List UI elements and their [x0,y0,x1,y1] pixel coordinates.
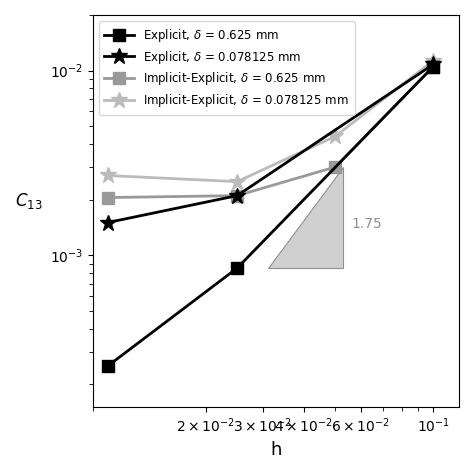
Explicit, $\delta$ = 0.078125 mm [234,193,240,199]
Line: Explicit, $\delta$ = 0.078125 mm: Explicit, $\delta$ = 0.078125 mm [99,56,442,231]
Line: Explicit, $\delta$ = 0.625 mm: Explicit, $\delta$ = 0.625 mm [102,61,439,372]
Line: Implicit-Explicit, $\delta$ = 0.078125 mm: Implicit-Explicit, $\delta$ = 0.078125 m… [99,53,442,190]
Implicit-Explicit, $\delta$ = 0.625 mm [105,195,110,201]
Polygon shape [267,167,343,268]
X-axis label: h: h [270,441,282,459]
Implicit-Explicit, $\delta$ = 0.078125 mm [332,134,338,139]
Text: 1.75: 1.75 [351,217,382,231]
Implicit-Explicit, $\delta$ = 0.078125 mm [105,173,110,178]
Line: Implicit-Explicit, $\delta$ = 0.625 mm: Implicit-Explicit, $\delta$ = 0.625 mm [102,61,439,203]
Explicit, $\delta$ = 0.625 mm [105,364,110,369]
Explicit, $\delta$ = 0.078125 mm [430,62,436,67]
Implicit-Explicit, $\delta$ = 0.625 mm [332,164,338,170]
Explicit, $\delta$ = 0.625 mm [234,265,240,271]
Implicit-Explicit, $\delta$ = 0.625 mm [234,193,240,199]
Implicit-Explicit, $\delta$ = 0.078125 mm [430,58,436,64]
Explicit, $\delta$ = 0.625 mm [430,64,436,70]
Y-axis label: $C_{13}$: $C_{13}$ [15,191,43,211]
Implicit-Explicit, $\delta$ = 0.078125 mm [234,179,240,184]
Explicit, $\delta$ = 0.078125 mm [105,220,110,226]
Implicit-Explicit, $\delta$ = 0.625 mm [430,64,436,70]
Legend: Explicit, $\delta$ = 0.625 mm, Explicit, $\delta$ = 0.078125 mm, Implicit-Explic: Explicit, $\delta$ = 0.625 mm, Explicit,… [99,21,355,115]
